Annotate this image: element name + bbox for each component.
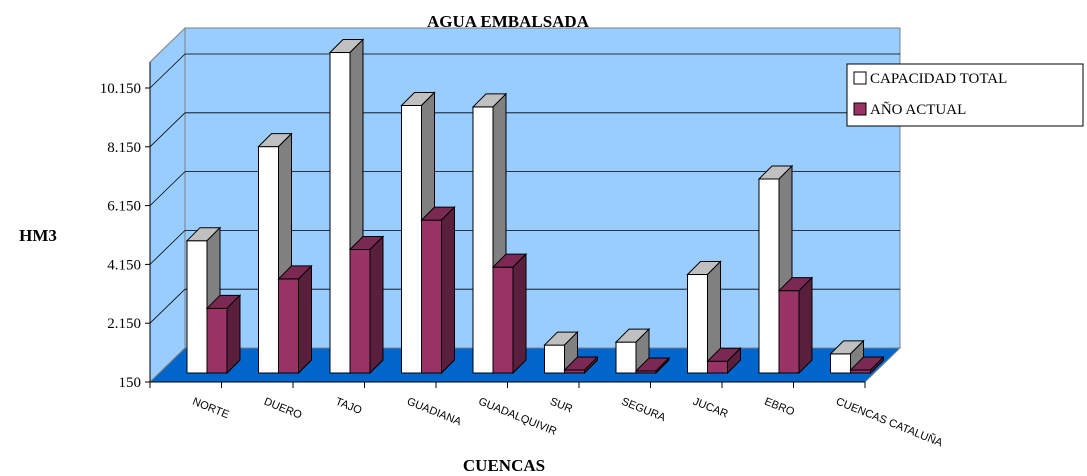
bar-current-7: [706, 347, 742, 375]
bar-current-6-side: [655, 356, 670, 375]
y-tick-label: 4.150: [107, 257, 141, 273]
bar-current-9: [849, 355, 885, 375]
bar-capacity-5-front: [544, 344, 565, 374]
x-axis-title: CUENCAS: [463, 456, 545, 475]
y-tick-label: 6.150: [107, 199, 141, 215]
y-axis-title: HM3: [19, 226, 57, 245]
x-tick-label: SEGURA: [620, 396, 668, 425]
bar-capacity-7: [686, 260, 722, 375]
bar-capacity-4-front: [472, 106, 494, 374]
bar-capacity-9-front: [830, 353, 851, 374]
x-tick-label: SUR: [548, 396, 574, 416]
legend: CAPACIDAD TOTAL AÑO ACTUAL: [846, 63, 1084, 127]
bar-capacity-2-front: [329, 52, 351, 374]
x-tick-label: JUCAR: [691, 396, 730, 421]
bar-current-7-side: [727, 347, 741, 375]
bar-current-7-front: [707, 360, 728, 374]
y-axis: 150 2.150 4.150 6.150 8.150 10.150: [100, 62, 151, 391]
bar-current-1: [277, 264, 313, 375]
bar-current-8-front: [778, 290, 800, 374]
y-tick-label: 2.150: [107, 316, 141, 332]
bar-current-3-front: [421, 219, 442, 374]
x-tick-label: DUERO: [262, 396, 304, 422]
bar-capacity-9: [829, 339, 865, 375]
bar-current-0-side: [226, 294, 241, 375]
gridline-side: [149, 112, 186, 148]
legend-box: [846, 63, 1084, 127]
bar-current-4-front: [492, 266, 514, 374]
chart-title: AGUA EMBALSADA: [427, 12, 590, 31]
bar-current-1-side: [298, 264, 312, 375]
legend-label-capacity: CAPACIDAD TOTAL: [870, 71, 1007, 87]
bars: [185, 38, 885, 375]
y-tick-label: 10.150: [100, 81, 141, 97]
bar-capacity-7-front: [687, 274, 708, 374]
bar-capacity-0-front: [186, 240, 208, 374]
side-wall: [149, 26, 186, 384]
bar-current-4: [491, 252, 528, 375]
bar-capacity-3-front: [401, 104, 422, 374]
bar-current-2: [348, 235, 385, 375]
bar-current-6: [634, 356, 671, 375]
x-tick-label: EBRO: [763, 396, 797, 419]
y-tick-label: 8.150: [107, 140, 141, 156]
bar-current-9-side: [870, 355, 884, 375]
bar-capacity-8-front: [758, 178, 780, 374]
bar-current-0: [205, 294, 242, 375]
gridline-side: [149, 53, 186, 89]
bar-current-5-side: [584, 355, 598, 375]
x-tick-label: TAJO: [334, 396, 364, 418]
bar-current-2-side: [369, 235, 384, 375]
y-tick-label: 150: [119, 375, 142, 391]
legend-swatch-capacity: [853, 71, 867, 85]
bar-capacity-1-front: [258, 146, 279, 374]
bar-capacity-6-front: [615, 341, 637, 374]
bar-current-5: [563, 355, 599, 375]
x-tick-label: GUADALQUIVIR: [477, 396, 559, 438]
gridline-side: [149, 171, 186, 206]
x-tick-label: GUADIANA: [405, 396, 463, 429]
bar-current-4-side: [512, 252, 527, 375]
bar-current-3: [420, 205, 456, 375]
x-tick-label: CUENCAS CATALUÑA: [834, 395, 945, 450]
gridline-side: [149, 288, 186, 324]
gridline-side: [149, 230, 186, 265]
legend-swatch-current: [853, 102, 867, 116]
x-tick-label: NORTE: [191, 396, 231, 421]
bar-current-3-side: [441, 205, 455, 375]
bar-current-8-side: [798, 276, 813, 375]
bar-current-8: [777, 276, 814, 375]
bar-current-2-front: [349, 249, 371, 374]
legend-label-current: AÑO ACTUAL: [870, 102, 966, 118]
bar-current-0-front: [206, 307, 228, 374]
bar-current-1-front: [278, 278, 299, 374]
